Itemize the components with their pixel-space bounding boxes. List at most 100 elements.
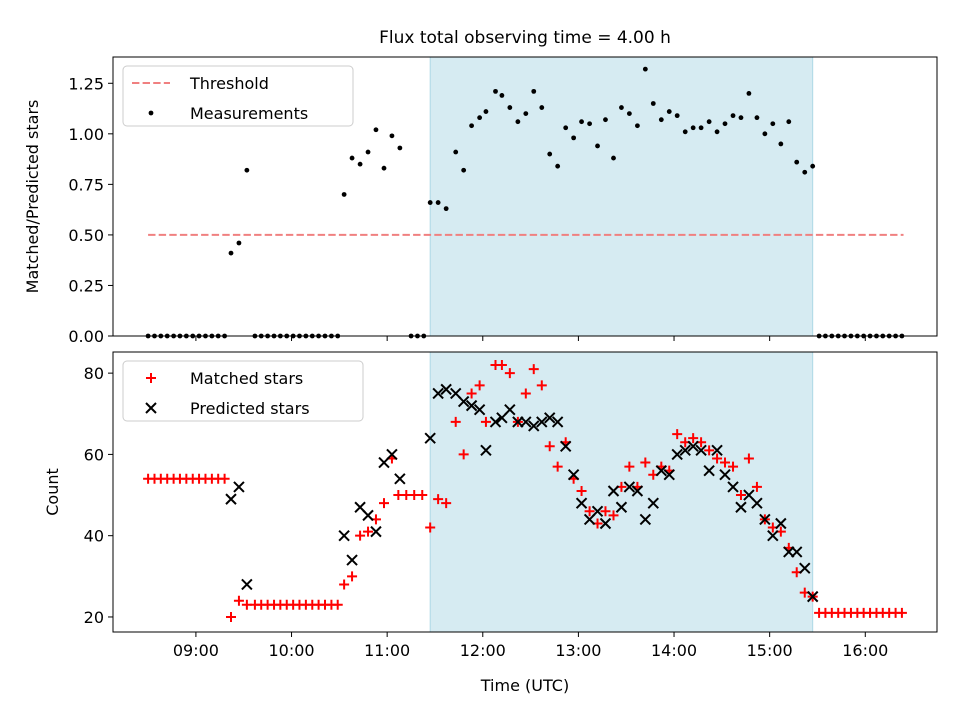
predicted-point — [607, 485, 620, 497]
predicted-point — [241, 578, 253, 591]
measurement-point — [754, 115, 760, 121]
y-tick-label: 1.25 — [68, 74, 104, 93]
matched-point — [576, 485, 587, 496]
matched-point — [347, 571, 358, 582]
predicted-point — [655, 464, 668, 477]
legend-measurement-swatch — [148, 110, 154, 116]
measurement-point — [635, 123, 640, 129]
observing-interval-shade — [430, 57, 813, 336]
predicted-point — [631, 485, 644, 497]
measurement-point — [483, 109, 489, 114]
matched-point — [712, 453, 723, 464]
predicted-point — [551, 416, 564, 428]
measurement-point — [571, 135, 577, 141]
matched-point — [480, 416, 491, 427]
count-panel: 20 40 60 80 09:00 10:00 11:00 12:00 13:00 14:00 15… — [43, 351, 938, 695]
measurement-point — [722, 121, 728, 127]
predicted-point — [639, 513, 652, 526]
measurement-point — [714, 129, 720, 135]
x-tick-label: 10:00 — [268, 641, 314, 660]
measurement-point — [515, 119, 521, 125]
ratio-panel: 0.00 0.25 0.50 0.75 1.00 1.25 Matched/Predicte… — [23, 56, 938, 346]
measurement-point — [469, 123, 474, 129]
predicted-point — [370, 525, 382, 538]
x-tick-label: 09:00 — [173, 641, 219, 660]
matched-point — [417, 490, 428, 501]
measurement-point — [381, 165, 387, 171]
matched-point — [896, 607, 907, 618]
legend-label: Threshold — [189, 74, 269, 93]
matched-point — [219, 473, 230, 484]
matched-point — [735, 490, 746, 501]
predicted-point — [687, 440, 699, 452]
matched-point — [458, 449, 469, 460]
legend-label: Predicted stars — [190, 399, 310, 418]
measurement-point — [619, 105, 624, 110]
predicted-point — [465, 399, 478, 412]
measurement-point — [650, 101, 656, 106]
legend-box — [122, 65, 354, 127]
y-axis-label: Count — [43, 468, 62, 516]
y-axis-label: Matched/Predicted stars — [23, 100, 42, 294]
x-tick-label: 12:00 — [460, 641, 506, 660]
measurement-point — [690, 125, 696, 131]
x-tick-label: 14:00 — [651, 641, 697, 660]
measurement-point — [493, 88, 498, 94]
matched-point — [688, 433, 699, 444]
measurement-point — [682, 129, 688, 135]
predicted-point — [536, 416, 548, 428]
matched-point — [640, 457, 651, 468]
predicted-point — [440, 383, 452, 396]
predicted-point — [775, 517, 787, 530]
predicted-point — [567, 469, 580, 481]
x-tick-label: 11:00 — [364, 641, 410, 660]
matched-point — [332, 599, 343, 610]
measurement-point — [587, 121, 592, 127]
predicted-point — [806, 590, 819, 603]
legend-matched-swatch — [146, 373, 156, 383]
predicted-point — [225, 493, 237, 505]
measurement-point — [397, 145, 403, 151]
measurement-point — [698, 125, 704, 131]
predicted-point — [647, 497, 659, 509]
predicted-point — [735, 501, 747, 513]
matched-point — [433, 494, 444, 505]
chart-title: Flux total observing time = 4.00 h — [379, 28, 671, 48]
predicted-point — [767, 529, 779, 542]
measurement-point — [357, 161, 363, 167]
predicted-point — [528, 420, 540, 432]
measurement-point — [349, 155, 355, 161]
measurement-point — [507, 105, 513, 110]
measurement-point — [427, 200, 433, 205]
measurement-point — [461, 167, 467, 173]
predicted-point — [457, 395, 470, 408]
matched-point — [743, 453, 754, 464]
matched-point — [425, 522, 436, 533]
measurement-point — [228, 250, 234, 256]
predicted-point — [394, 473, 406, 485]
matched-point — [584, 506, 595, 517]
matched-point — [728, 461, 739, 472]
legend-box — [122, 360, 364, 422]
matched-point — [226, 611, 237, 622]
x-axis-label: Time (UTC) — [480, 676, 569, 695]
y-tick-label: 0.00 — [68, 327, 104, 346]
matched-point — [474, 380, 485, 391]
matched-point — [233, 595, 244, 606]
predicted-point — [695, 444, 707, 457]
predicted-point — [386, 448, 398, 461]
predicted-point — [362, 509, 374, 522]
measurement-point — [435, 200, 441, 205]
predicted-point — [711, 444, 723, 457]
measurement-point — [453, 149, 459, 155]
predicted-point — [432, 387, 444, 400]
predicted-point — [663, 469, 675, 481]
matched-point — [552, 461, 563, 472]
matched-point — [520, 388, 531, 399]
y-tick-label: 60 — [84, 445, 104, 464]
predicted-point — [679, 444, 691, 457]
measurement-point — [802, 169, 808, 175]
measurement-point — [626, 111, 632, 117]
predicted-point — [233, 481, 245, 493]
predicted-point — [719, 469, 731, 481]
